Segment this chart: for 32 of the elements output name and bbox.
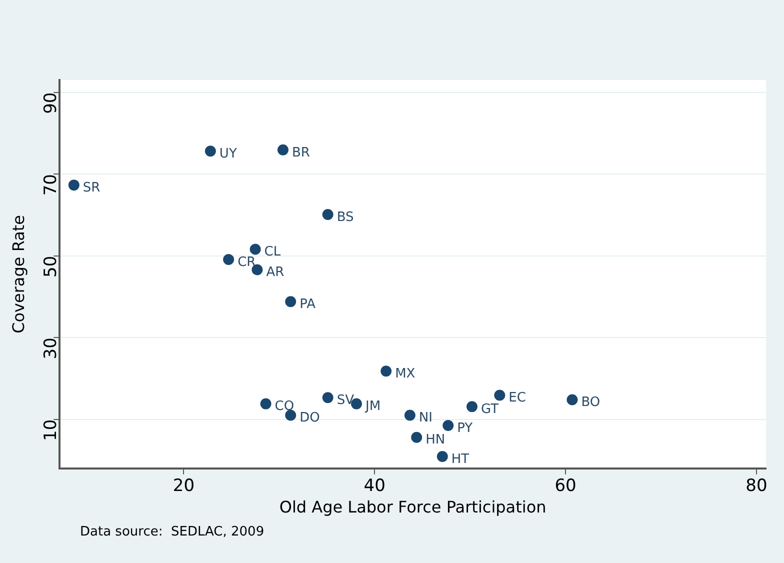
y-tick-label: 50 (41, 256, 62, 278)
annotation: DO (300, 410, 320, 426)
y-tick-label: 10 (41, 419, 62, 441)
annotation: SV (336, 393, 354, 408)
x-axis-title: Old Age Labor Force Participation (279, 498, 546, 517)
y-axis-title: Coverage Rate (8, 214, 28, 334)
y-tick-label: 30 (41, 338, 62, 360)
x-tick-label: 60 (554, 476, 576, 496)
x-tick-label: 80 (746, 476, 768, 496)
x-tick-label: 20 (172, 476, 195, 496)
annotation: CO (274, 399, 294, 414)
annotation: HN (426, 432, 446, 448)
annotation: BR (292, 145, 310, 160)
annotation: CL (264, 244, 282, 260)
annotation: NI (418, 410, 432, 426)
annotation: AR (266, 265, 284, 280)
annotation: UY (219, 146, 237, 162)
y-tick-label: 70 (41, 174, 62, 196)
x-tick-label: 40 (364, 476, 386, 496)
annotation: GT (480, 402, 499, 418)
annotation: PA (300, 296, 316, 312)
annotation: HT (451, 452, 470, 467)
annotation: JM (364, 399, 381, 414)
annotation: EC (508, 390, 526, 406)
annotation: MX (395, 366, 416, 382)
annotation: BS (336, 210, 354, 225)
annotation: CR (238, 254, 256, 270)
annotation: PY (457, 420, 473, 436)
annotation: BO (581, 395, 600, 410)
y-tick-label: 90 (41, 92, 62, 114)
source-note: Data source: SEDLAC, 2009 (80, 524, 264, 540)
annotation: SR (82, 180, 100, 196)
